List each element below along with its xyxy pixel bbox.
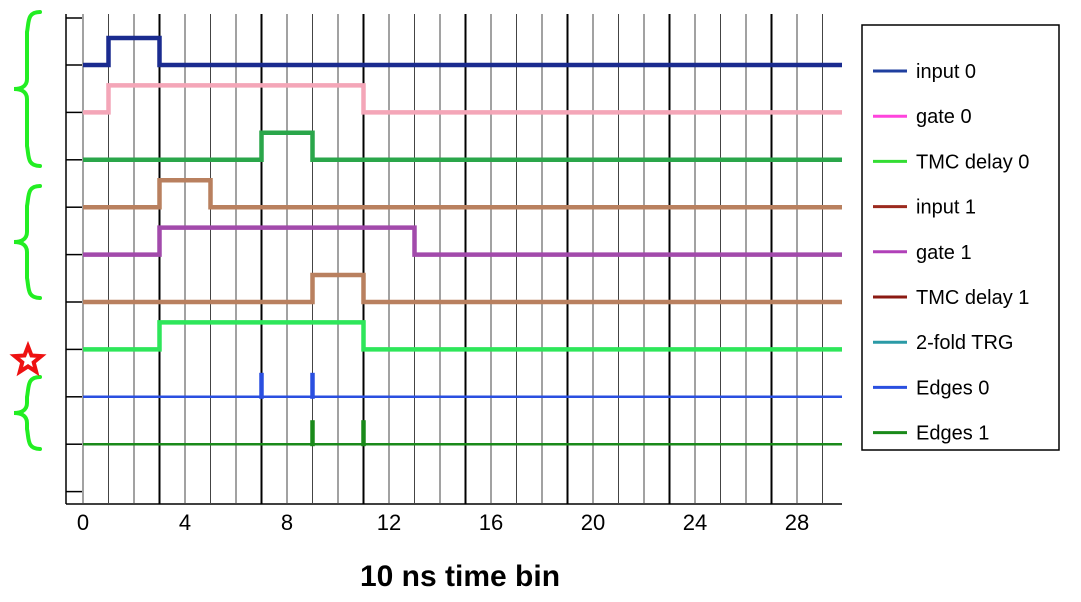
x-tick-label: 8 [281, 510, 293, 535]
signal-trace [83, 35, 842, 68]
star-marker [9, 340, 47, 377]
legend-entry-label: gate 1 [916, 242, 972, 264]
legend-entry-label: Edges 0 [916, 377, 989, 399]
x-tick-labels: 0 4 8 12 16 20 24 28 [77, 510, 809, 535]
legend-entry-label: input 1 [916, 197, 976, 219]
signal-trace [83, 225, 842, 257]
signal-trace [83, 83, 842, 115]
x-tick-label: 24 [683, 510, 707, 535]
x-tick-label: 20 [581, 510, 605, 535]
x-tick-label: 16 [479, 510, 503, 535]
signal-trace [83, 272, 842, 305]
group-bracket [13, 375, 42, 451]
legend: input 0 gate 0 TMC delay 0 input 1 gate 1 TMC… [861, 24, 1060, 451]
x-tick-label: 0 [77, 510, 89, 535]
group-bracket [13, 10, 42, 168]
signal-trace [83, 320, 842, 352]
signal-traces [83, 35, 842, 447]
signal-trace [83, 130, 842, 163]
legend-entry-label: input 0 [916, 61, 976, 83]
legend-box [861, 24, 1060, 451]
legend-entry-label: 2-fold TRG [916, 332, 1013, 354]
legend-entry-label: Edges 1 [916, 423, 989, 445]
legend-entry-label: gate 0 [916, 106, 972, 128]
legend-entry-label: TMC delay 0 [916, 151, 1029, 173]
signal-trace [83, 177, 842, 210]
x-tick-label: 28 [785, 510, 809, 535]
legend-entry-label: TMC delay 1 [916, 287, 1029, 309]
x-tick-label: 12 [377, 510, 401, 535]
x-axis-label: 10 ns time bin [360, 560, 560, 593]
group-brackets [9, 10, 47, 451]
group-bracket [13, 184, 42, 300]
x-tick-label: 4 [179, 510, 191, 535]
